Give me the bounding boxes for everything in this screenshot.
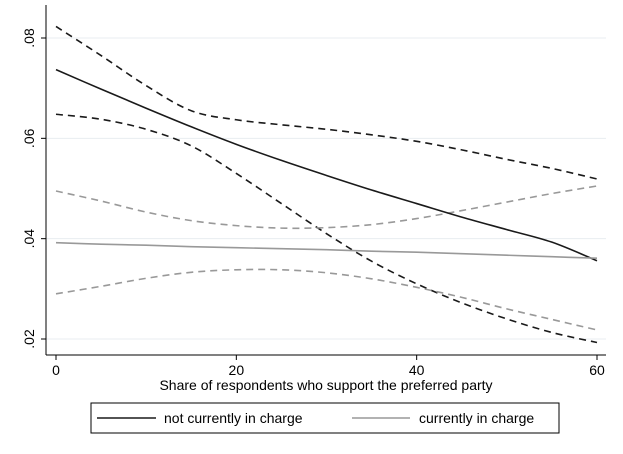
series-line-3 [55,241,598,260]
ci-line-4 [55,185,598,230]
series-lines [55,25,598,344]
y-tick-label: .06 [21,128,37,148]
y-tick-label: .04 [21,229,37,249]
y-tick-label: .02 [21,329,37,349]
y-tick-label: .08 [21,28,37,48]
legend-label-1: currently in charge [419,410,534,426]
x-tick-label: 0 [52,362,60,378]
legend-box [90,402,560,434]
legend: not currently in charge currently in char… [90,402,560,434]
x-tick-label: 40 [409,362,425,378]
x-tick-label: 60 [589,362,605,378]
legend-label-0: not currently in charge [164,410,303,426]
x-axis-title: Share of respondents who support the pre… [159,377,492,393]
ci-line-5 [55,268,598,331]
grid [46,37,606,340]
ci-line-2 [55,113,598,344]
series-line-0 [55,68,598,262]
x-tick-label: 20 [229,362,245,378]
axes: .02 .04 .06 .08 0 20 40 60 [21,5,606,378]
